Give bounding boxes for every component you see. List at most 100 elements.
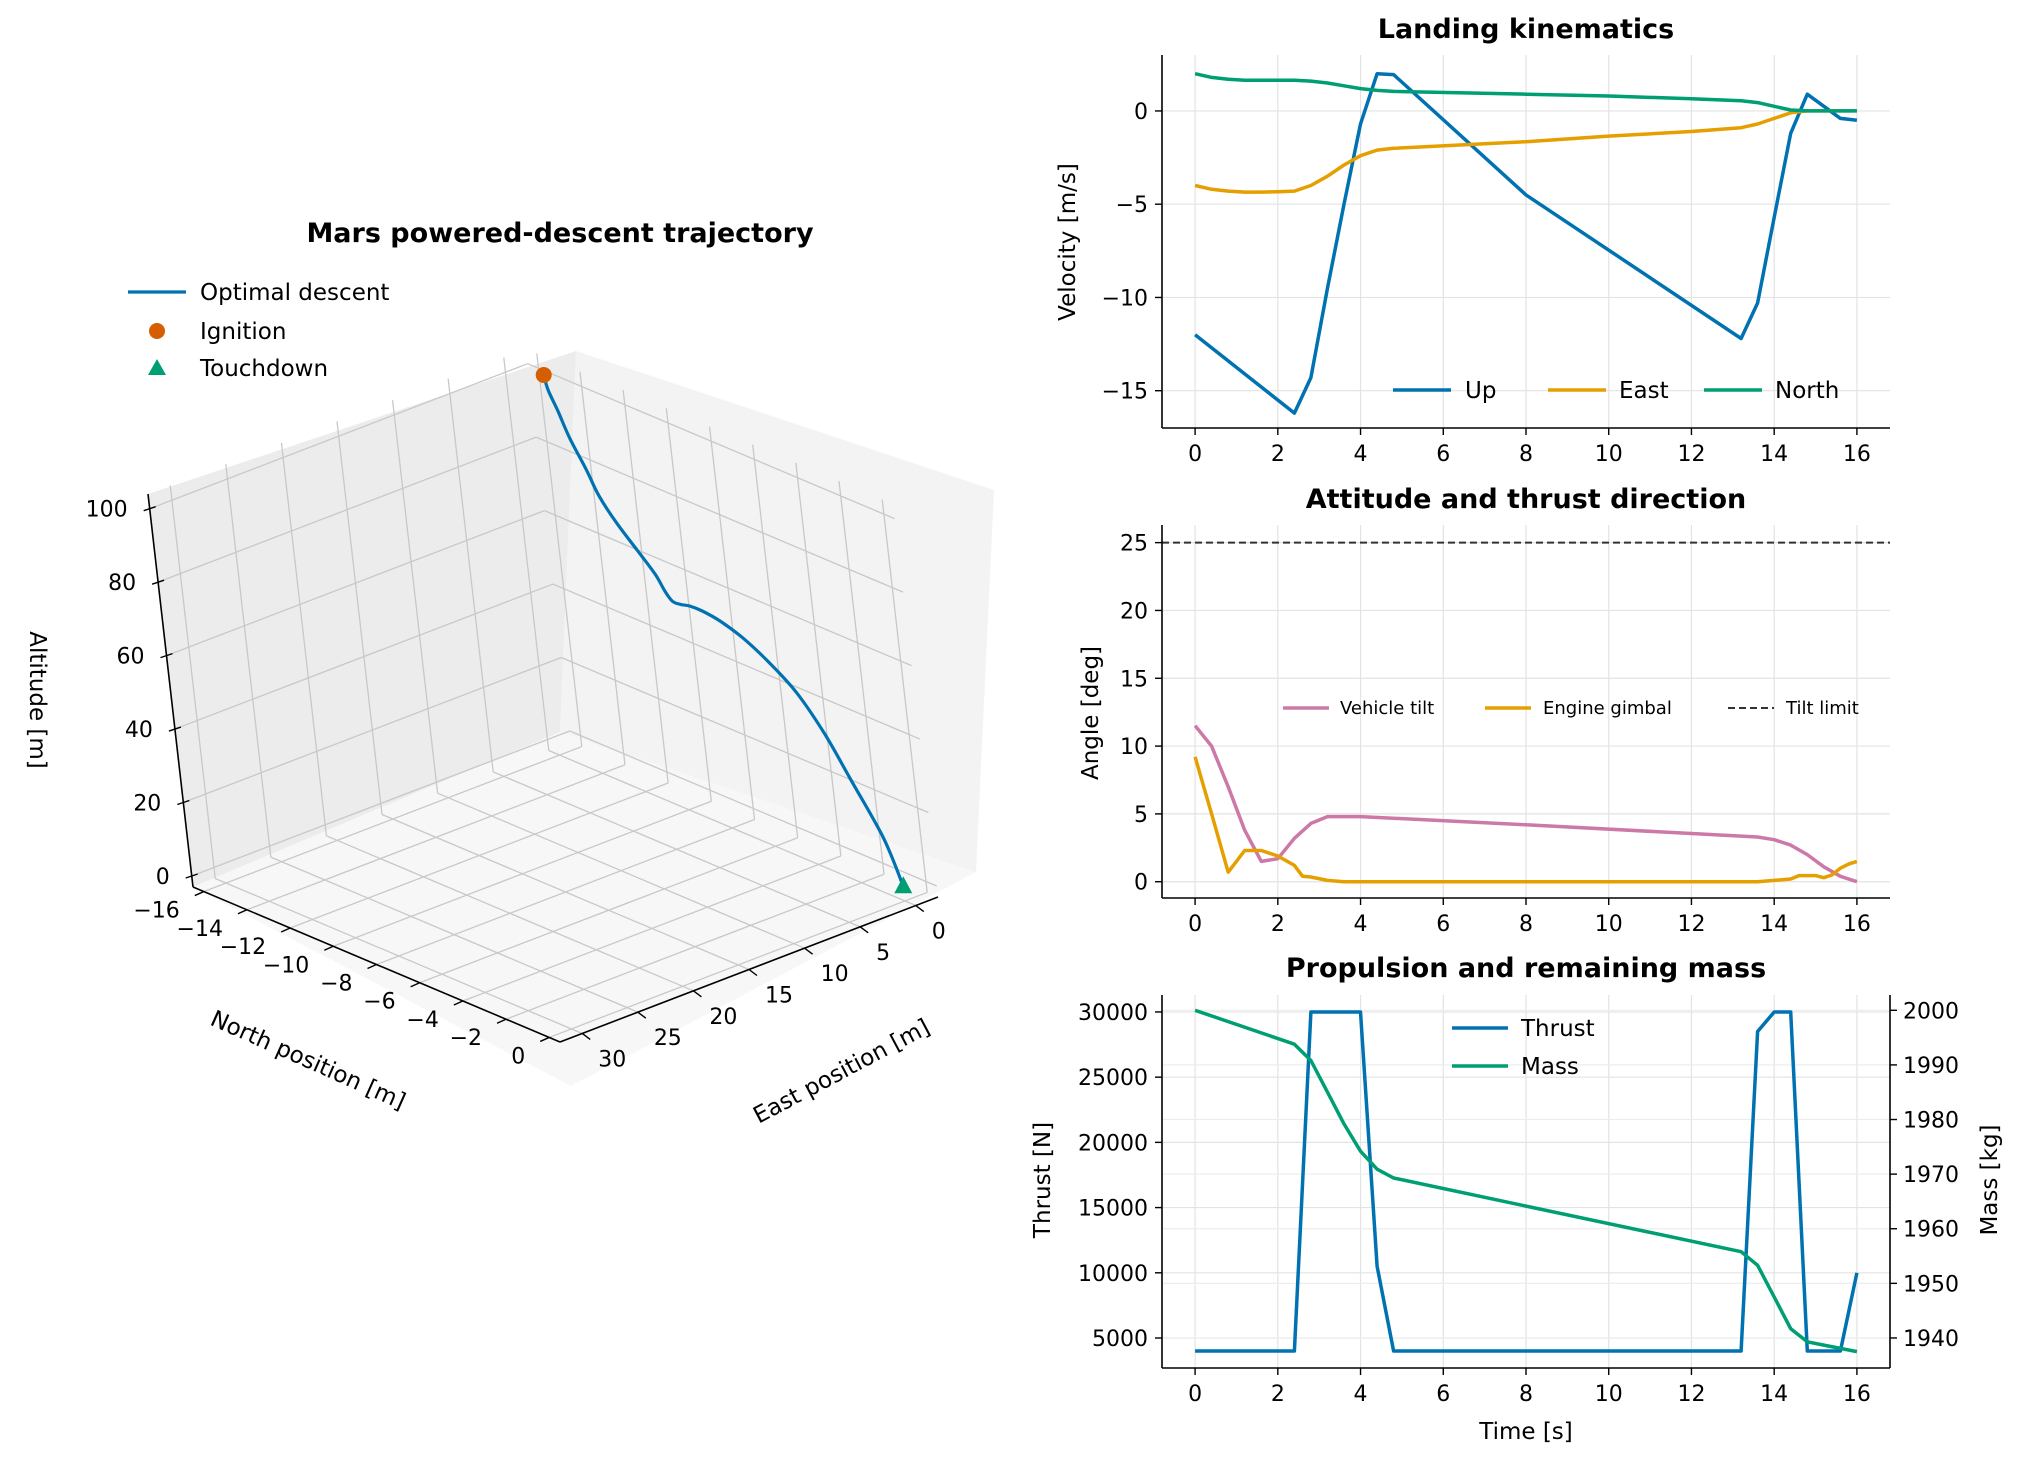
y2-tick-label: 1990 (1903, 1054, 1959, 1079)
kinematics-y-label: Velocity [m/s] (1055, 163, 1081, 321)
x-tick-label: 14 (1760, 442, 1788, 467)
x-tick-label: 0 (1188, 1382, 1202, 1407)
altitude-tick-label: 0 (156, 865, 170, 890)
back-wall-grid-y (795, 462, 842, 857)
left-wall-grid-x (169, 485, 216, 879)
x-tick-label: 16 (1843, 912, 1871, 937)
series-line-engine-gimbal (1193, 756, 1858, 884)
x-tick-label: 4 (1354, 912, 1368, 937)
attitude-panel: Attitude and thrust direction 0 2 4 6 8 10 12 1… (1078, 484, 1890, 937)
north-tick (496, 1018, 507, 1024)
propulsion-title: Propulsion and remaining mass (1286, 953, 1766, 984)
propulsion-y-label: Thrust [N] (1030, 1122, 1056, 1239)
legend-label-east: East (1619, 378, 1669, 404)
legend-label-touchdown: Touchdown (199, 356, 328, 382)
north-tick-label: −2 (450, 1026, 482, 1051)
altitude-tick-label: 80 (108, 571, 136, 596)
back-wall-grid-y (536, 353, 583, 747)
left-wall-grid-z (191, 730, 570, 877)
x-tick-label: 16 (1843, 442, 1871, 467)
x-tick-label: 10 (1595, 442, 1623, 467)
legend-marker-touchdown (148, 359, 166, 375)
x-tick-label: 16 (1843, 1382, 1871, 1407)
y-tick-label: −10 (1102, 286, 1148, 311)
north-tick (453, 1000, 464, 1006)
propulsion-panel: Propulsion and remaining mass 0 2 4 6 8 10 12 1… (1030, 953, 2003, 1445)
altitude-tick (151, 579, 165, 585)
east-tick-label: 20 (709, 1005, 737, 1030)
trajectory-line (542, 373, 905, 888)
attitude-plot: 0 2 4 6 8 10 12 14 16 0 5 10 15 20 25 (1120, 525, 1890, 937)
x-tick-label: 0 (1188, 912, 1202, 937)
y-tick-label: 15000 (1078, 1197, 1148, 1222)
altitude-tick (168, 726, 182, 732)
north-tick-label: −14 (177, 917, 223, 942)
x-tick-label: 8 (1519, 442, 1533, 467)
legend-label-thrust: Thrust (1520, 1016, 1595, 1042)
kinematics-plot: 0 2 4 6 8 10 12 14 16 −15 −10 −5 0 (1102, 55, 1890, 467)
north-tick (539, 1036, 550, 1043)
legend-label-up: Up (1465, 378, 1496, 404)
propulsion-legend: Thrust Mass (1452, 1016, 1595, 1080)
x-tick-label: 14 (1760, 1382, 1788, 1407)
floor-grid-y (246, 764, 626, 911)
x-tick-label: 2 (1271, 1382, 1285, 1407)
left-wall-grid-x (336, 421, 383, 815)
altitude-tick (160, 652, 173, 659)
y-tick-label: 10 (1120, 735, 1148, 760)
back-wall-grid-y (622, 389, 669, 784)
north-tick-label: −10 (263, 953, 309, 978)
y-tick-label: 0 (1134, 100, 1148, 125)
propulsion-plot: 0 2 4 6 8 10 12 14 16 5000 10000 15000 20000 25000 300… (1078, 995, 1959, 1407)
y-tick-label: 20 (1120, 599, 1148, 624)
x-tick-label: 2 (1271, 442, 1285, 467)
back-wall-grid-y (838, 481, 885, 875)
series-line-east (1194, 109, 1857, 194)
legend-label-vehicle-tilt: Vehicle tilt (1340, 698, 1434, 719)
y-tick-label: 15 (1120, 667, 1148, 692)
left-wall-grid-x (447, 378, 494, 772)
propulsion-y2-label: Mass [kg] (1977, 1124, 2003, 1235)
y-tick-label: −15 (1102, 380, 1148, 405)
legend-label-optimal-descent: Optimal descent (200, 280, 389, 306)
back-wall-grid-y (579, 371, 626, 765)
x-tick-label: 0 (1188, 442, 1202, 467)
legend-label-north: North (1775, 378, 1839, 404)
floor-grid-y (333, 800, 712, 947)
attitude-y-label: Angle [deg] (1078, 646, 1104, 780)
north-tick (410, 982, 420, 988)
east-tick-label: 0 (932, 920, 946, 945)
altitude-tick-label: 20 (133, 792, 161, 817)
y2-tick-label: 1970 (1903, 1163, 1959, 1188)
kinematics-legend: Up East North (1393, 378, 1839, 404)
series-line-north (1194, 71, 1857, 113)
east-tick-label: 25 (654, 1026, 682, 1051)
x-tick-label: 8 (1519, 1382, 1533, 1407)
north-tick-label: −8 (320, 972, 352, 997)
x-tick-label: 4 (1354, 442, 1368, 467)
axes-3d: 0 20 40 60 80 100 −16−14−12−10 −8 −6 −4 −2 0 0 5 10 15 2… (86, 493, 946, 1072)
x-tick-label: 6 (1436, 442, 1450, 467)
east-tick-label: 10 (821, 962, 849, 987)
floor-grid-y (505, 873, 885, 1020)
east-tick (581, 1032, 591, 1041)
x-tick-label: 6 (1436, 912, 1450, 937)
series-line-up (1194, 71, 1858, 415)
series-line-vehicle-tilt (1193, 724, 1858, 884)
y-tick-label: 30000 (1078, 1001, 1148, 1026)
x-tick-label: 14 (1760, 912, 1788, 937)
north-tick-label: −6 (363, 990, 395, 1015)
y2-tick-label: 1980 (1903, 1109, 1959, 1134)
y-tick-label: 5 (1134, 803, 1148, 828)
north-tick-label: −12 (220, 935, 266, 960)
y2-tick-label: 2000 (1903, 999, 1959, 1024)
north-tick (237, 909, 248, 915)
kinematics-title: Landing kinematics (1378, 14, 1675, 45)
right-wall-pane (560, 351, 994, 872)
y-tick-label: −5 (1116, 193, 1148, 218)
legend-marker-ignition (149, 323, 165, 339)
y2-tick-label: 1940 (1903, 1327, 1959, 1352)
altitude-tick-label: 100 (86, 498, 128, 523)
x-tick-label: 8 (1519, 912, 1533, 937)
